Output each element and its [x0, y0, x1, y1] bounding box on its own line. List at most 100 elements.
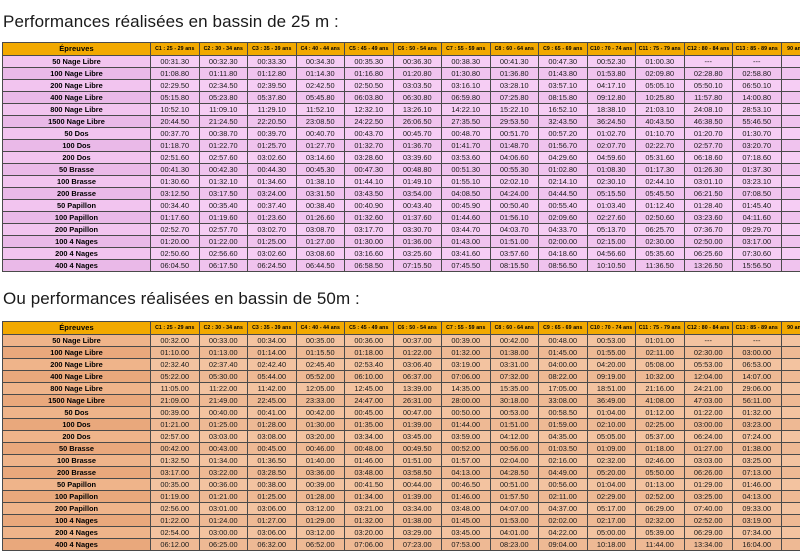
time-cell: 01:04.00: [587, 478, 636, 490]
time-cell: 05:00.00: [587, 526, 636, 538]
time-cell: 01:45.00: [442, 514, 491, 526]
time-cell: 01:46.00: [733, 478, 782, 490]
time-cell: 01:37.30: [733, 163, 782, 175]
time-cell: 09:04.00: [539, 538, 588, 550]
time-cell: 24:08.10: [684, 103, 733, 115]
time-cell: 05:15.50: [587, 187, 636, 199]
time-cell: 01:20.00: [151, 235, 200, 247]
time-cell: 00:50.00: [442, 406, 491, 418]
time-cell: 02:34.50: [199, 79, 248, 91]
time-cell: ---: [781, 454, 800, 466]
time-cell: 03:31.50: [296, 187, 345, 199]
time-cell: 00:42.00: [151, 442, 200, 454]
time-cell: ---: [781, 55, 800, 67]
time-cell: 04:12.00: [490, 430, 539, 442]
time-cell: 02:14.10: [539, 175, 588, 187]
column-header-age-group-1-50m: C1 : 25 - 29 ans: [151, 321, 200, 334]
time-cell: 01:35.00: [345, 418, 394, 430]
time-cell: 17:05.00: [539, 382, 588, 394]
time-cell: 01:00.30: [636, 55, 685, 67]
time-cell: 03:06.40: [393, 358, 442, 370]
time-cell: 01:32.50: [151, 454, 200, 466]
time-cell: ---: [781, 502, 800, 514]
time-cell: 03:02.60: [248, 151, 297, 163]
time-cell: 01:26.30: [684, 163, 733, 175]
time-cell: 06:59.80: [442, 91, 491, 103]
time-cell: 02:45.40: [296, 358, 345, 370]
time-cell: 01:21.00: [199, 490, 248, 502]
time-cell: 03:06.00: [248, 502, 297, 514]
row-label-event: 50 Nage Libre: [3, 55, 151, 67]
time-cell: 00:33.00: [199, 334, 248, 346]
time-cell: 03:00.00: [199, 526, 248, 538]
time-cell: 03:12.00: [296, 502, 345, 514]
time-cell: 00:35.30: [345, 55, 394, 67]
time-cell: 24:21.00: [684, 382, 733, 394]
time-cell: 08:23.00: [490, 538, 539, 550]
time-cell: 41:08.00: [636, 394, 685, 406]
row-label-event: 800 Nage Libre: [3, 382, 151, 394]
row-label-event: 50 Papillon: [3, 199, 151, 211]
time-cell: 05:30.00: [199, 370, 248, 382]
time-cell: 01:03.50: [539, 442, 588, 454]
time-cell: 01:34.00: [199, 454, 248, 466]
time-cell: 03:25.00: [684, 490, 733, 502]
time-cell: ---: [781, 382, 800, 394]
time-cell: 01:38.10: [296, 175, 345, 187]
time-cell: 03:58.50: [393, 466, 442, 478]
time-cell: 01:45.00: [539, 346, 588, 358]
column-header-age-group-2-50m: C2 : 30 - 34 ans: [199, 321, 248, 334]
time-cell: 06:12.00: [151, 538, 200, 550]
time-cell: 04:44.50: [539, 187, 588, 199]
time-cell: 01:48.70: [490, 139, 539, 151]
time-cell: 02:00.00: [539, 235, 588, 247]
time-cell: 01:34.00: [345, 490, 394, 502]
time-cell: 05:20.00: [587, 466, 636, 478]
time-cell: 00:45.70: [393, 127, 442, 139]
time-cell: 01:38.00: [490, 346, 539, 358]
time-cell: ---: [781, 418, 800, 430]
column-header-age-group-4-25m: C4 : 40 - 44 ans: [296, 42, 345, 55]
time-cell: 02:17.00: [587, 514, 636, 526]
time-cell: 03:29.00: [393, 526, 442, 538]
time-cell: 02:32.00: [587, 454, 636, 466]
time-cell: 03:17.00: [733, 235, 782, 247]
time-cell: 00:39.00: [151, 406, 200, 418]
time-cell: 01:08.30: [587, 163, 636, 175]
time-cell: 05:44.00: [248, 370, 297, 382]
time-cell: 01:57.00: [442, 454, 491, 466]
time-cell: 03:20.00: [345, 526, 394, 538]
column-header-age-group-7-25m: C7 : 55 - 59 ans: [442, 42, 491, 55]
time-cell: 07:32.00: [490, 370, 539, 382]
time-cell: 07:34.00: [733, 526, 782, 538]
time-cell: 00:48.80: [393, 163, 442, 175]
time-cell: 01:32.10: [199, 175, 248, 187]
time-cell: ---: [781, 127, 800, 139]
time-cell: 01:13.00: [636, 478, 685, 490]
time-cell: 02:52.00: [684, 514, 733, 526]
row-label-event: 200 4 Nages: [3, 247, 151, 259]
time-cell: 01:41.70: [442, 139, 491, 151]
row-label-event: 200 4 Nages: [3, 526, 151, 538]
row-label-event: 50 Papillon: [3, 478, 151, 490]
time-cell: 06:24.00: [684, 430, 733, 442]
time-cell: 10:10.50: [587, 259, 636, 271]
time-cell: 03:45.00: [393, 430, 442, 442]
time-cell: 06:50.10: [733, 79, 782, 91]
time-cell: 01:30.00: [345, 235, 394, 247]
time-cell: 15:35.00: [490, 382, 539, 394]
time-cell: 01:14.00: [248, 346, 297, 358]
time-cell: 01:24.00: [199, 514, 248, 526]
time-cell: 04:11.60: [733, 211, 782, 223]
time-cell: ---: [781, 187, 800, 199]
column-header-age-group-10-25m: C10 : 70 - 74 ans: [587, 42, 636, 55]
time-cell: 05:08.00: [636, 358, 685, 370]
time-cell: 01:25.70: [248, 139, 297, 151]
time-cell: 02:42.50: [296, 79, 345, 91]
time-cell: 01:36.50: [248, 454, 297, 466]
time-cell: 32:43.50: [539, 115, 588, 127]
